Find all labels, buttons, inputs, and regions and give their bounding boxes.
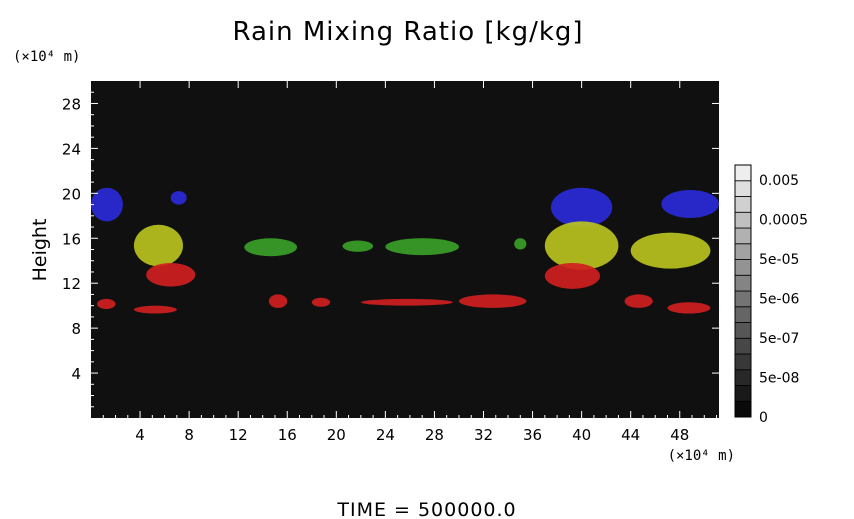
heatmap-region-20	[667, 302, 711, 314]
colorbar-label: 5e-05	[759, 252, 799, 268]
x-tick-label: 8	[184, 426, 194, 444]
colorbar-segment	[734, 337, 752, 355]
x-tick-label: 24	[376, 426, 395, 444]
heatmap-region-10	[514, 238, 527, 250]
colorbar-label: 5e-07	[759, 331, 799, 347]
x-axis-ticks: 4 8 12 16 20 24 28 32 36 40 44 48	[102, 81, 718, 444]
heatmap-region-13	[97, 298, 116, 310]
colorbar-frame	[734, 164, 752, 418]
colorbar-segment	[734, 180, 752, 197]
colorbar-segment	[734, 306, 752, 323]
colorbar: 0.005 0.0005 5e-05 5e-06 5e-07 5e-08 0	[734, 164, 808, 426]
y-tick-label: 28	[62, 95, 81, 113]
colorbar-segment	[734, 400, 752, 418]
x-tick-label: 28	[425, 426, 444, 444]
colorbar-segment	[734, 274, 752, 292]
y-tick-label: 16	[62, 230, 81, 248]
x-tick-label: 20	[327, 426, 346, 444]
heatmap-region-16	[311, 297, 331, 307]
heatmap-region-17	[360, 298, 453, 306]
colorbar-segment	[734, 196, 752, 213]
colorbar-segment	[734, 385, 752, 402]
heatmap-region-2	[550, 187, 613, 228]
heatmap-region-14	[133, 305, 177, 314]
colorbar-label: 0.0005	[759, 213, 808, 229]
colorbar-segment	[734, 290, 752, 308]
heatmap-region-11	[146, 262, 196, 287]
colorbar-segment	[734, 353, 752, 371]
x-tick-label: 12	[229, 426, 248, 444]
x-tick-label: 32	[474, 426, 493, 444]
heatmap-region-4	[133, 224, 183, 267]
heatmap-region-15	[268, 294, 288, 308]
y-axis-ticks: 4 8 12 16 20 24 28	[62, 91, 719, 408]
x-tick-label: 16	[278, 426, 297, 444]
y-tick-label: 8	[71, 320, 81, 338]
heatmap-region-18	[458, 294, 527, 308]
plot-area	[91, 81, 719, 418]
colorbar-segment	[734, 211, 752, 229]
heatmap-region-6	[630, 232, 711, 269]
heatmap-region-19	[624, 294, 653, 308]
chart-title: Rain Mixing Ratio [kg/kg]	[232, 17, 583, 47]
heatmap-region-0	[91, 187, 123, 222]
y-tick-label: 24	[62, 140, 81, 158]
y-tick-label: 4	[71, 365, 81, 383]
y-axis-unit: (×10⁴ m)	[13, 49, 80, 65]
colorbar-segment	[734, 164, 752, 182]
x-axis-unit: (×10⁴ m)	[668, 448, 735, 464]
colorbar-label: 0.005	[759, 173, 799, 189]
heatmap-region-1	[170, 191, 187, 205]
heatmap-region-12	[544, 262, 601, 289]
x-tick-label: 44	[621, 426, 640, 444]
colorbar-segment	[734, 322, 752, 339]
heatmap-region-5	[544, 221, 619, 270]
x-tick-label: 36	[523, 426, 542, 444]
heatmap-region-8	[342, 240, 374, 252]
colorbar-label: 5e-08	[759, 371, 799, 387]
colorbar-segment	[734, 369, 752, 386]
colorbar-label: 5e-06	[759, 292, 799, 308]
heatmap-regions	[91, 187, 719, 314]
x-tick-label: 40	[572, 426, 591, 444]
colorbar-segment	[734, 227, 752, 245]
heatmap-region-7	[244, 238, 298, 257]
y-axis-label: Height	[29, 219, 51, 282]
time-label: TIME = 500000.0	[336, 499, 516, 519]
y-tick-label: 12	[62, 275, 81, 293]
colorbar-segment	[734, 259, 752, 276]
colorbar-segment	[734, 243, 752, 260]
y-tick-label: 20	[62, 185, 81, 203]
x-tick-label: 48	[670, 426, 689, 444]
heatmap-region-3	[661, 189, 719, 219]
colorbar-label: 0	[759, 410, 768, 426]
x-tick-label: 4	[135, 426, 145, 444]
heatmap-region-9	[385, 238, 459, 256]
